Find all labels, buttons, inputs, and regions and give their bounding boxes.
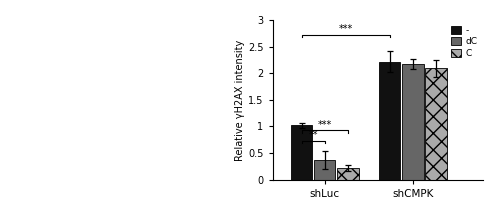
Bar: [337, 168, 358, 180]
Bar: [402, 64, 423, 180]
Legend: -, dC, C: -, dC, C: [450, 25, 478, 59]
Bar: [379, 62, 400, 180]
Bar: [426, 68, 447, 180]
Text: ***: ***: [338, 24, 352, 34]
Text: **: **: [308, 130, 318, 140]
Bar: [291, 125, 312, 180]
Bar: [314, 160, 336, 180]
Text: ***: ***: [318, 120, 332, 130]
Y-axis label: Relative γH2AX intensity: Relative γH2AX intensity: [235, 39, 245, 161]
